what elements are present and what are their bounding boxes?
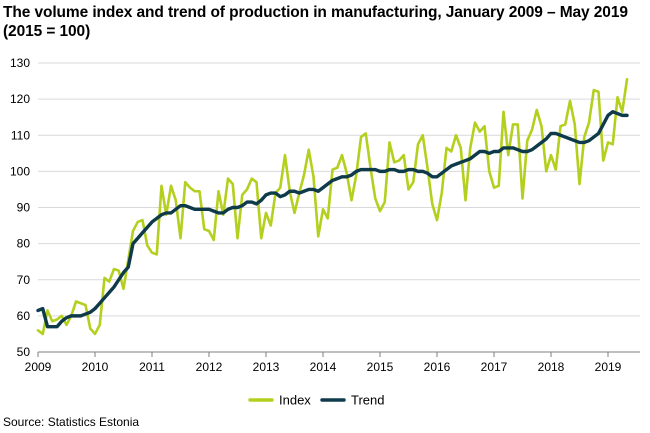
x-tick-label: 2013 — [253, 360, 280, 374]
legend-label-index: Index — [279, 393, 311, 408]
y-tick-label: 120 — [10, 92, 30, 106]
x-tick-label: 2019 — [595, 360, 622, 374]
source-note: Source: Statistics Estonia — [3, 415, 140, 429]
y-tick-label: 100 — [10, 164, 30, 178]
series-line-trend — [36, 110, 629, 329]
chart-title: The volume index and trend of production… — [3, 4, 628, 40]
y-tick-label: 90 — [17, 201, 31, 215]
x-tick-label: 2011 — [139, 360, 165, 374]
y-tick-label: 70 — [17, 273, 31, 287]
legend-label-trend: Trend — [351, 393, 384, 408]
y-tick-label: 50 — [17, 345, 31, 359]
y-tick-label: 130 — [10, 56, 30, 70]
x-tick-label: 2014 — [310, 360, 337, 374]
x-tick-label: 2016 — [424, 360, 451, 374]
x-tick-label: 2018 — [538, 360, 565, 374]
x-tick-label: 2012 — [196, 360, 223, 374]
x-tick-label: 2009 — [25, 360, 52, 374]
series-line-index — [36, 77, 629, 336]
y-tick-label: 60 — [17, 309, 31, 323]
y-tick-label: 110 — [11, 128, 30, 142]
x-tick-label: 2017 — [481, 360, 508, 374]
x-tick-label: 2015 — [367, 360, 394, 374]
y-tick-label: 80 — [17, 237, 31, 251]
x-tick-label: 2010 — [82, 360, 109, 374]
